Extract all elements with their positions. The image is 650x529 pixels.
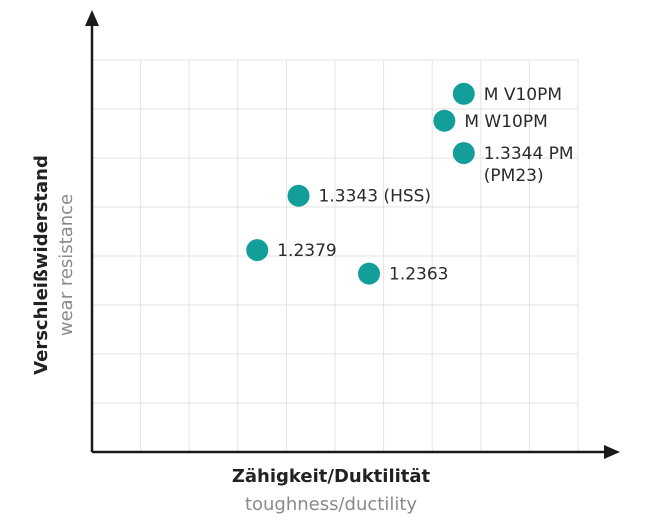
- y-axis-sublabel: wear resistance: [56, 194, 77, 336]
- data-label: 1.3344 PM (PM23): [484, 144, 574, 186]
- data-label: 1.2379: [277, 241, 336, 261]
- x-axis-title: Zähigkeit/Duktilität toughness/ductility: [232, 466, 431, 515]
- data-points: [246, 82, 475, 285]
- data-label: M W10PM: [464, 112, 547, 132]
- data-point: [358, 262, 381, 285]
- data-point: [452, 82, 475, 105]
- data-label: 1.2363: [389, 265, 448, 285]
- axes: [85, 10, 620, 459]
- grid: [92, 59, 579, 452]
- y-axis-arrowhead: [85, 10, 99, 26]
- data-label: 1.3343 (HSS): [319, 187, 432, 207]
- x-axis-arrowhead: [604, 445, 620, 459]
- data-labels: M V10PM M W10PM 1.3344 PM (PM23) 1.3343 (HSS…: [277, 85, 573, 285]
- data-point: [433, 109, 456, 132]
- data-label: M V10PM: [484, 85, 562, 105]
- data-point: [246, 239, 269, 262]
- x-axis-sublabel: toughness/ductility: [245, 494, 417, 515]
- data-point: [452, 142, 475, 165]
- x-axis-label: Zähigkeit/Duktilität: [232, 466, 431, 487]
- y-axis-label: Verschleißwiderstand: [31, 155, 52, 375]
- y-axis-title: Verschleißwiderstand wear resistance: [31, 155, 77, 375]
- data-point: [287, 184, 310, 207]
